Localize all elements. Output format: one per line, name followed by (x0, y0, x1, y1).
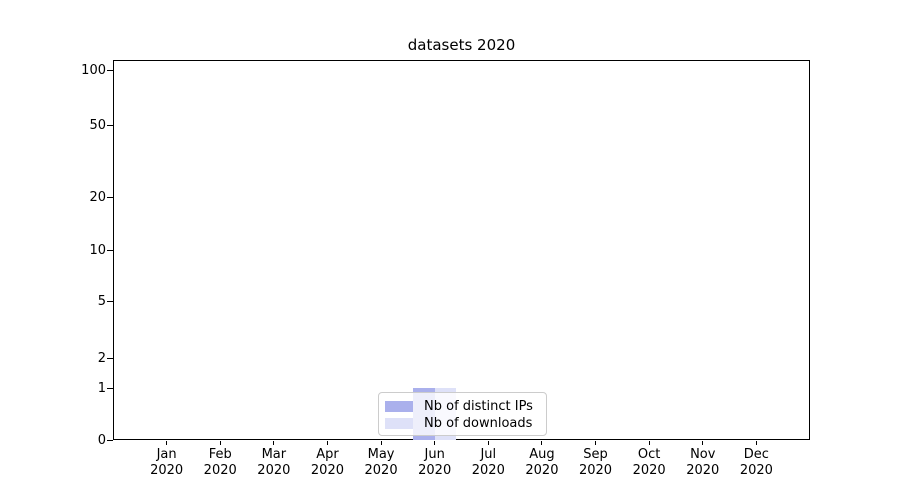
x-tick-mark (326, 441, 328, 445)
x-tick-label: Mar 2020 (238, 447, 310, 479)
x-tick-month: Jul (480, 447, 497, 462)
x-tick-month: May (367, 447, 395, 462)
x-tick-year: 2020 (150, 463, 184, 478)
legend: Nb of distinct IPs Nb of downloads (378, 392, 547, 436)
x-tick-label: Nov 2020 (667, 447, 739, 479)
x-tick-year: 2020 (257, 463, 291, 478)
legend-swatch-distinct-ips (385, 401, 413, 412)
x-tick-month: Sep (583, 447, 608, 462)
x-tick-mark (648, 441, 650, 445)
x-tick-month: Oct (637, 447, 661, 462)
x-tick-label: Apr 2020 (291, 447, 363, 479)
x-tick-year: 2020 (418, 463, 452, 478)
x-tick-label: Jul 2020 (452, 447, 524, 479)
x-tick-year: 2020 (471, 463, 505, 478)
x-tick-year: 2020 (310, 463, 344, 478)
y-tick-mark (107, 357, 113, 359)
x-tick-label: Aug 2020 (506, 447, 578, 479)
x-tick-label: Jun 2020 (399, 447, 471, 479)
y-tick-mark (107, 69, 113, 71)
x-tick-year: 2020 (686, 463, 720, 478)
x-tick-month: Apr (316, 447, 339, 462)
x-tick-year: 2020 (203, 463, 237, 478)
legend-swatch-downloads (385, 418, 413, 429)
x-tick-mark (595, 441, 597, 445)
y-tick-mark (107, 300, 113, 302)
y-tick-mark (107, 439, 113, 441)
x-tick-mark (434, 441, 436, 445)
x-tick-label: Jan 2020 (131, 447, 203, 479)
legend-item-downloads: Nb of downloads (385, 415, 540, 432)
x-tick-mark (541, 441, 543, 445)
x-tick-mark (702, 441, 704, 445)
y-tick-label: 2 (97, 350, 106, 366)
x-tick-year: 2020 (578, 463, 613, 478)
x-tick-year: 2020 (632, 463, 666, 478)
x-tick-label: Feb 2020 (184, 447, 256, 479)
y-tick-label: 100 (81, 62, 106, 78)
x-tick-month: Jun (424, 447, 445, 462)
x-tick-month: Mar (261, 447, 287, 462)
y-tick-label: 10 (89, 242, 106, 258)
x-tick-month: Feb (208, 447, 232, 462)
x-tick-month: Aug (529, 447, 555, 462)
chart-title: datasets 2020 (407, 36, 516, 54)
x-tick-label: May 2020 (345, 447, 417, 479)
x-tick-mark (219, 441, 221, 445)
x-tick-mark (487, 441, 489, 445)
x-tick-mark (273, 441, 275, 445)
plot-area (113, 60, 810, 440)
y-tick-mark (107, 249, 113, 251)
y-tick-mark (107, 124, 113, 126)
x-tick-label: Sep 2020 (560, 447, 632, 479)
y-tick-mark (107, 387, 113, 389)
legend-item-distinct-ips: Nb of distinct IPs (385, 398, 540, 415)
legend-label-downloads: Nb of downloads (424, 416, 533, 431)
x-tick-month: Nov (690, 447, 716, 462)
y-tick-label: 20 (89, 189, 106, 205)
y-tick-label: 1 (97, 380, 106, 396)
x-tick-month: Jan (156, 447, 177, 462)
x-tick-year: 2020 (525, 463, 559, 478)
x-tick-label: Oct 2020 (613, 447, 685, 479)
y-tick-mark (107, 196, 113, 198)
x-tick-year: 2020 (364, 463, 398, 478)
y-tick-label: 50 (89, 117, 106, 133)
y-tick-label: 5 (97, 293, 106, 309)
legend-label-distinct-ips: Nb of distinct IPs (424, 399, 533, 414)
x-tick-mark (166, 441, 168, 445)
x-tick-mark (380, 441, 382, 445)
x-tick-year: 2020 (739, 463, 773, 478)
x-tick-mark (755, 441, 757, 445)
x-tick-label: Dec 2020 (720, 447, 792, 479)
y-tick-label: 0 (97, 432, 106, 448)
x-tick-month: Dec (743, 447, 769, 462)
